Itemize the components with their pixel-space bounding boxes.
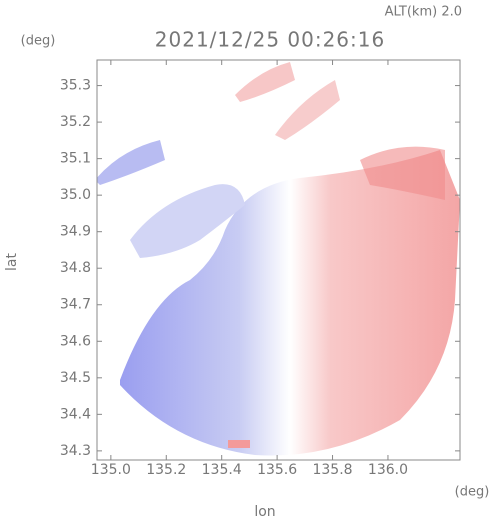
y-tick-label: 34.9 (60, 224, 91, 240)
x-unit: (deg) (455, 485, 490, 500)
x-axis-label: lon (254, 504, 275, 520)
y-unit: (deg) (21, 34, 56, 49)
velocity-area (275, 80, 340, 140)
velocity-area (130, 184, 245, 258)
y-tick-label: 35.2 (60, 114, 91, 130)
y-tick-label: 35.3 (60, 78, 91, 94)
velocity-area (120, 150, 460, 456)
radar-field (97, 62, 460, 456)
y-tick-label: 35.1 (60, 151, 91, 167)
velocity-area (97, 140, 165, 185)
y-axis-label: lat (4, 253, 20, 271)
y-tick-label: 34.8 (60, 260, 91, 276)
y-tick-label: 34.4 (60, 406, 91, 422)
y-tick-label: 35.0 (60, 187, 91, 203)
altitude-annotation: ALT(km) 2.0 (385, 5, 462, 20)
x-tick-label: 135.0 (91, 462, 131, 478)
x-tick-label: 135.6 (257, 462, 297, 478)
y-tick-label: 34.7 (60, 297, 91, 313)
plot-frame (96, 59, 461, 461)
velocity-area (360, 146, 445, 200)
x-tick-label: 136.0 (368, 462, 408, 478)
chart-title: 2021/12/25 00:26:16 (155, 28, 385, 52)
y-tick-label: 34.3 (60, 443, 91, 459)
x-tick-label: 135.8 (312, 462, 352, 478)
y-tick-label: 34.6 (60, 333, 91, 349)
x-tick-label: 135.4 (202, 462, 242, 478)
x-tick-label: 135.2 (146, 462, 186, 478)
velocity-area (228, 440, 250, 448)
velocity-area (235, 62, 295, 102)
y-tick-label: 34.5 (60, 370, 91, 386)
